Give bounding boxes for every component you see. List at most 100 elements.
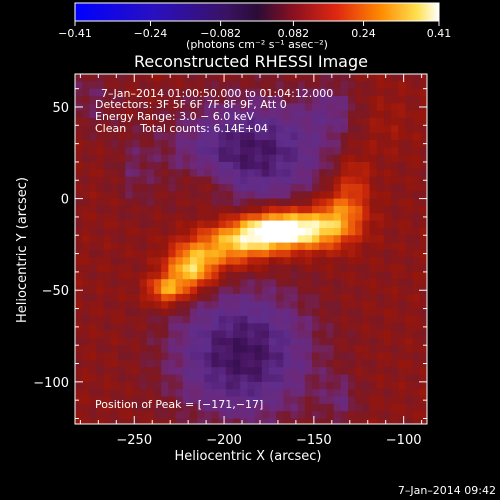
heatmap-cell [247, 389, 256, 398]
heatmap-cell [376, 411, 385, 420]
heatmap-cell [189, 374, 198, 383]
heatmap-cell [118, 403, 126, 412]
heatmap-cell [261, 117, 270, 126]
heatmap-cell [204, 117, 213, 126]
heatmap-cell [233, 381, 241, 390]
heatmap-cell [82, 396, 90, 405]
heatmap-cell [240, 315, 249, 324]
heatmap-cell [340, 352, 349, 361]
heatmap-cell [218, 381, 227, 390]
heatmap-cell [110, 279, 119, 288]
heatmap-cell [225, 257, 234, 266]
heatmap-cell [146, 110, 155, 119]
heatmap-cell [304, 235, 313, 244]
heatmap-cell [168, 227, 177, 236]
heatmap-cell [89, 74, 98, 82]
heatmap-cell [110, 323, 119, 332]
heatmap-cell [369, 308, 378, 317]
heatmap-cell [355, 257, 363, 266]
heatmap-cell [168, 147, 177, 156]
heatmap-cell [132, 117, 141, 126]
heatmap-cell [82, 95, 90, 104]
heatmap-cell [168, 315, 177, 324]
heatmap-cell [283, 352, 292, 361]
heatmap-cell [247, 257, 256, 266]
heatmap-cell [247, 308, 256, 317]
heatmap-cell [175, 257, 184, 266]
heatmap-cell [204, 81, 213, 90]
heatmap-cell [182, 235, 191, 244]
heatmap-cell [132, 264, 141, 273]
heatmap-cell [427, 235, 435, 243]
heatmap-cell [103, 132, 112, 141]
heatmap-cell [132, 227, 141, 236]
heatmap-cell [340, 176, 349, 185]
heatmap-cell [197, 169, 205, 178]
heatmap-cell [427, 397, 435, 405]
heatmap-cell [225, 81, 234, 90]
heatmap-cell [398, 286, 407, 295]
heatmap-cell [340, 337, 349, 346]
heatmap-cell [319, 81, 328, 90]
heatmap-cell [290, 183, 299, 192]
heatmap-cell [146, 279, 155, 288]
heatmap-cell [369, 88, 378, 97]
heatmap-cell [103, 227, 112, 236]
heatmap-cell [333, 213, 342, 222]
heatmap-cell [240, 352, 249, 361]
heatmap-cell [347, 81, 356, 90]
heatmap-cell [168, 411, 177, 420]
heatmap-cell [254, 147, 263, 156]
heatmap-cell [254, 359, 263, 368]
heatmap-cell [110, 359, 119, 368]
heatmap-cell [233, 88, 241, 97]
heatmap-cell [376, 264, 385, 273]
heatmap-cell [268, 389, 277, 398]
heatmap-cell [204, 213, 213, 222]
heatmap-cell [168, 279, 177, 288]
heatmap-cell [247, 330, 256, 339]
heatmap-cell [233, 176, 241, 185]
heatmap-cell [96, 367, 105, 376]
heatmap-cell [261, 176, 270, 185]
heatmap-cell [312, 183, 320, 192]
heatmap-cell [376, 213, 385, 222]
heatmap-cell [376, 88, 385, 97]
heatmap-cell [197, 147, 205, 156]
heatmap-cell [89, 337, 98, 346]
heatmap-cell [276, 117, 284, 126]
heatmap-cell [261, 359, 270, 368]
heatmap-cell [398, 95, 407, 104]
heatmap-cell [182, 125, 191, 134]
heatmap-cell [96, 132, 105, 141]
heatmap-cell [204, 374, 213, 383]
heatmap-cell [283, 235, 292, 244]
heatmap-cell [283, 293, 292, 302]
heatmap-cell [355, 279, 363, 288]
heatmap-cell [391, 249, 399, 258]
heatmap-cell [355, 381, 363, 390]
heatmap-cell [290, 367, 299, 376]
heatmap-cell [211, 235, 220, 244]
heatmap-cell [398, 147, 407, 156]
heatmap-cell [283, 242, 292, 251]
x-tick-label: −250 [116, 433, 152, 448]
heatmap-cell [103, 125, 112, 134]
heatmap-cell [398, 337, 407, 346]
heatmap-cell [189, 169, 198, 178]
heatmap-cell [427, 279, 435, 287]
heatmap-cell [161, 359, 169, 368]
heatmap-cell [168, 264, 177, 273]
heatmap-cell [146, 345, 155, 354]
heatmap-cell [110, 103, 119, 112]
heatmap-cell [125, 198, 134, 207]
heatmap-cell [103, 110, 112, 119]
heatmap-cell [240, 242, 249, 251]
heatmap-cell [161, 345, 169, 354]
heatmap-cell [355, 198, 363, 207]
heatmap-cell [333, 308, 342, 317]
heatmap-cell [175, 293, 184, 302]
heatmap-cell [268, 257, 277, 266]
heatmap-cell [362, 88, 371, 97]
heatmap-cell [247, 315, 256, 324]
